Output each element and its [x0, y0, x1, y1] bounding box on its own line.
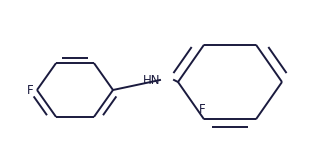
- Text: F: F: [199, 103, 205, 116]
- Text: F: F: [27, 84, 34, 96]
- Text: HN: HN: [142, 74, 160, 87]
